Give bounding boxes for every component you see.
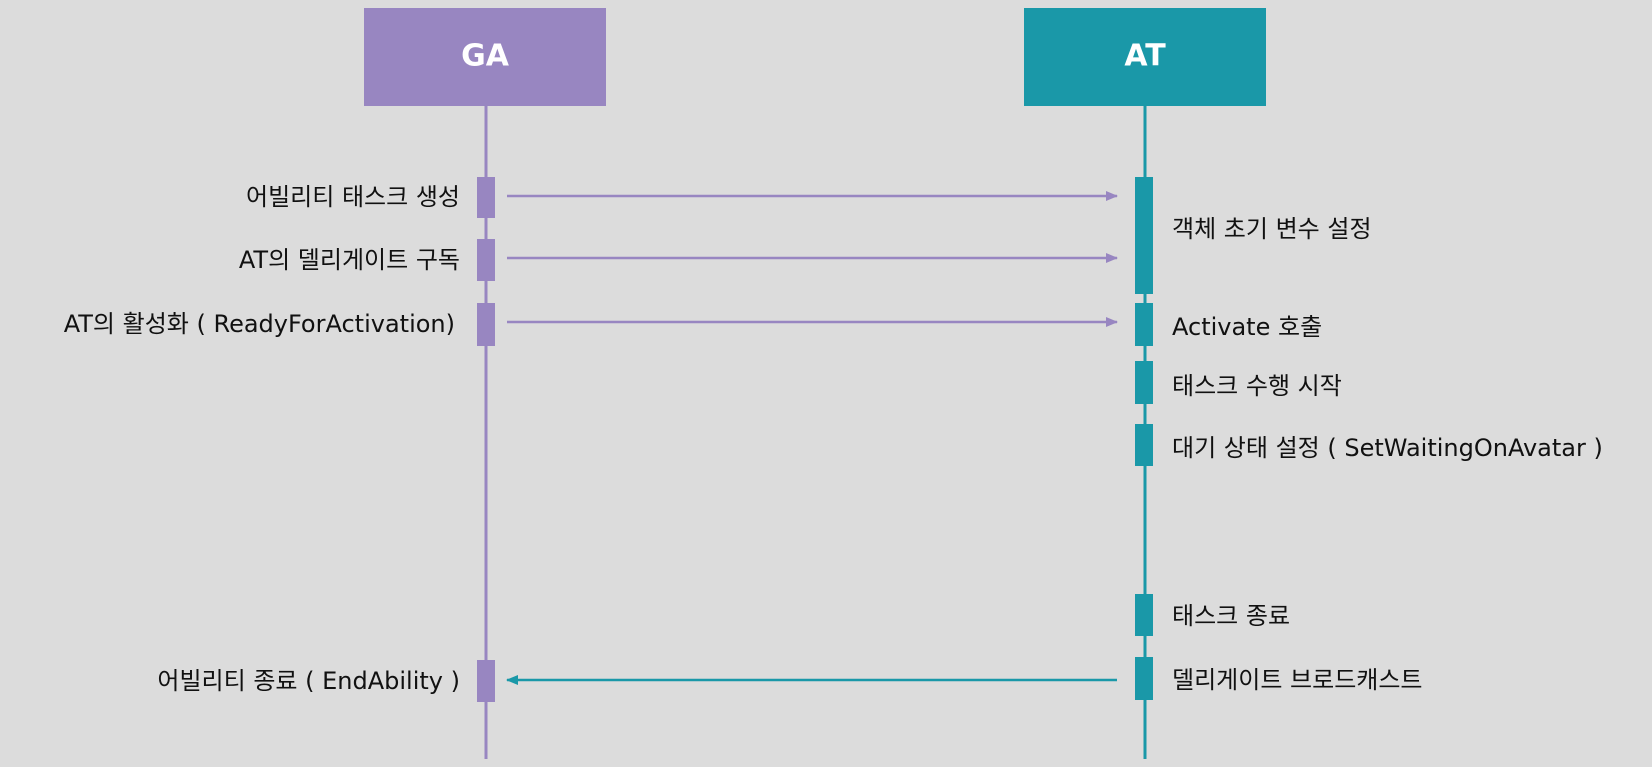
activation [477, 177, 495, 218]
activation [1135, 424, 1153, 466]
at-note: 델리게이트 브로드캐스트 [1172, 666, 1423, 694]
ga-note: 어빌리티 종료 ( EndAbility ) [157, 667, 460, 695]
ga-participant [364, 8, 606, 106]
at-note: Activate 호출 [1172, 313, 1322, 341]
activation [477, 660, 495, 702]
activation [1135, 177, 1153, 294]
activation [1135, 657, 1153, 700]
activation [1135, 303, 1153, 346]
activation [477, 239, 495, 281]
at-participant [1024, 8, 1266, 106]
at-note: 태스크 수행 시작 [1172, 372, 1342, 400]
at-note: 태스크 종료 [1172, 602, 1290, 630]
activation [477, 303, 495, 346]
ga-label: GA [461, 39, 510, 74]
ga-note: 어빌리티 태스크 생성 [246, 183, 460, 211]
at-activations [1135, 177, 1153, 700]
ga-activations [477, 177, 495, 702]
activation [1135, 361, 1153, 404]
at-label: AT [1124, 39, 1166, 74]
activation [1135, 594, 1153, 636]
at-note: 대기 상태 설정 ( SetWaitingOnAvatar ) [1172, 434, 1603, 462]
at-note: 객체 초기 변수 설정 [1172, 215, 1372, 243]
ga-note: AT의 델리게이트 구독 [239, 246, 460, 274]
ga-note: AT의 활성화 ( ReadyForActivation) [64, 310, 455, 338]
